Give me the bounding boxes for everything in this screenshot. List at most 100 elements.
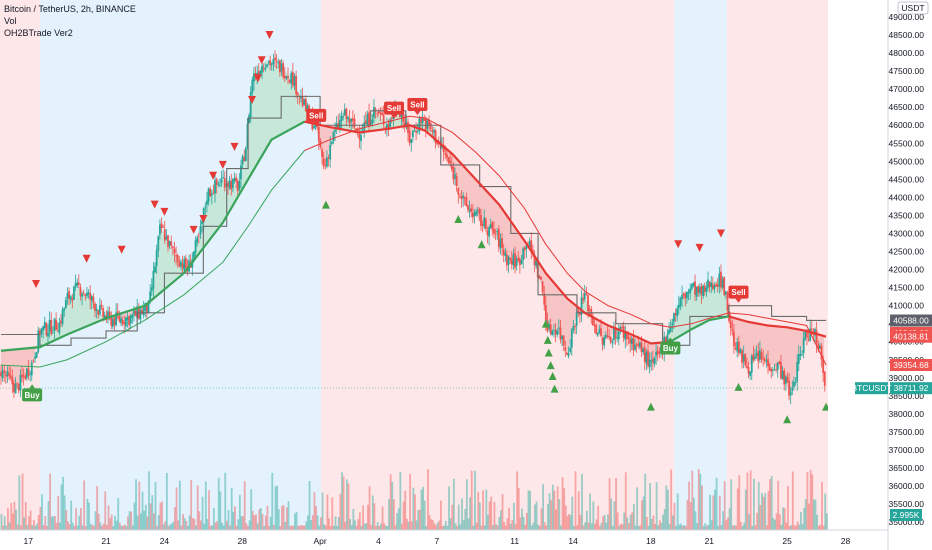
volume-bar xyxy=(329,526,332,530)
candle-body xyxy=(460,196,463,199)
volume-bar xyxy=(485,489,488,530)
signal-markers: Sell Sell Sell Sell Buy Buy xyxy=(22,31,831,424)
y-tick-label: 37500.00 xyxy=(889,427,925,437)
y-tick-label: 48000.00 xyxy=(889,48,925,58)
candle-body xyxy=(736,341,739,352)
candle-body xyxy=(731,328,734,331)
volume-bar xyxy=(37,514,40,530)
volume-bar xyxy=(645,516,648,530)
candle-body xyxy=(79,287,82,296)
candle-body xyxy=(421,118,424,124)
buy-label-box xyxy=(22,388,43,402)
candle-body xyxy=(227,183,229,187)
candle-body xyxy=(94,303,96,312)
volume-bar xyxy=(318,525,321,530)
buy-triangle xyxy=(541,319,550,328)
volume-bar xyxy=(689,502,692,530)
candle-body xyxy=(462,195,465,198)
volume-bar xyxy=(602,516,604,530)
candle-body xyxy=(752,354,755,361)
candle-body xyxy=(520,260,523,264)
candle-body xyxy=(329,145,332,160)
volume-bar xyxy=(414,494,416,530)
volume-bar xyxy=(572,525,575,530)
volume-bar xyxy=(191,518,194,530)
volume-bar xyxy=(626,517,629,530)
candle-body xyxy=(43,321,46,328)
candle-body xyxy=(115,312,118,326)
candle-body xyxy=(111,319,114,327)
volume-bar xyxy=(822,525,825,530)
volume-bar xyxy=(204,481,207,530)
candle-body xyxy=(724,291,727,295)
candle-body xyxy=(614,327,617,339)
candle-body xyxy=(497,229,500,248)
sell-triangle xyxy=(265,31,274,40)
candle-body xyxy=(604,334,607,338)
volume-bar xyxy=(290,525,293,530)
candle-body xyxy=(251,79,254,93)
candle-body xyxy=(768,364,771,371)
candle-body xyxy=(540,277,542,280)
candle-body xyxy=(823,371,826,387)
candle-body xyxy=(692,282,695,287)
candle-body xyxy=(681,294,683,299)
volume-bar xyxy=(144,504,147,530)
candle-body xyxy=(750,355,753,373)
volume-bar xyxy=(710,520,713,530)
cloud-bearish xyxy=(314,123,338,169)
candle-body xyxy=(131,314,134,318)
volume-bar xyxy=(161,501,163,530)
candle-body xyxy=(53,318,56,332)
candle-body xyxy=(799,353,802,356)
volume-bar xyxy=(621,524,624,530)
candle-body xyxy=(694,281,696,295)
candle-body xyxy=(212,193,215,195)
volume-bar xyxy=(375,525,377,530)
candle-body xyxy=(74,283,77,288)
sell-triangle xyxy=(199,215,208,224)
volume-bar xyxy=(123,524,126,530)
candle-body xyxy=(788,381,790,396)
candle-body xyxy=(400,114,403,118)
candle-body xyxy=(120,318,122,323)
candle-body xyxy=(408,130,411,144)
volume-bar xyxy=(23,517,26,530)
candle-body xyxy=(184,257,187,268)
volume-bar xyxy=(728,508,731,530)
volume-bar xyxy=(440,500,442,530)
candle-body xyxy=(711,284,714,289)
volume-bar xyxy=(488,501,491,530)
candle-body xyxy=(609,337,612,343)
volume-bar xyxy=(20,525,22,530)
volume-bar xyxy=(631,512,634,530)
candle-body xyxy=(110,315,113,326)
candle-body xyxy=(194,240,197,253)
volume-bar xyxy=(248,520,251,530)
x-tick-label: 18 xyxy=(646,536,656,546)
candle-body xyxy=(22,375,25,377)
candle-body xyxy=(676,308,679,316)
ema-fast-line-red xyxy=(728,315,827,338)
volume-bar xyxy=(232,511,235,530)
candle-body xyxy=(512,254,515,266)
candle-body xyxy=(669,326,672,332)
candle-body xyxy=(71,298,74,301)
volume-bar xyxy=(722,511,724,530)
volume-bar xyxy=(579,514,582,530)
candle-body xyxy=(34,356,36,360)
volume-bar xyxy=(517,487,520,530)
volume-bar xyxy=(467,518,470,530)
candle-body xyxy=(587,294,589,312)
candle-body xyxy=(686,291,688,299)
ema-fast-line-green xyxy=(0,120,306,352)
volume-bar xyxy=(545,525,548,530)
candle-body xyxy=(66,293,69,299)
volume-bar xyxy=(752,478,755,530)
volume-bar xyxy=(70,500,73,530)
volume-bar xyxy=(287,501,290,530)
candle-body xyxy=(343,109,346,116)
volume-bar xyxy=(477,491,480,530)
volume-bar xyxy=(470,470,473,530)
